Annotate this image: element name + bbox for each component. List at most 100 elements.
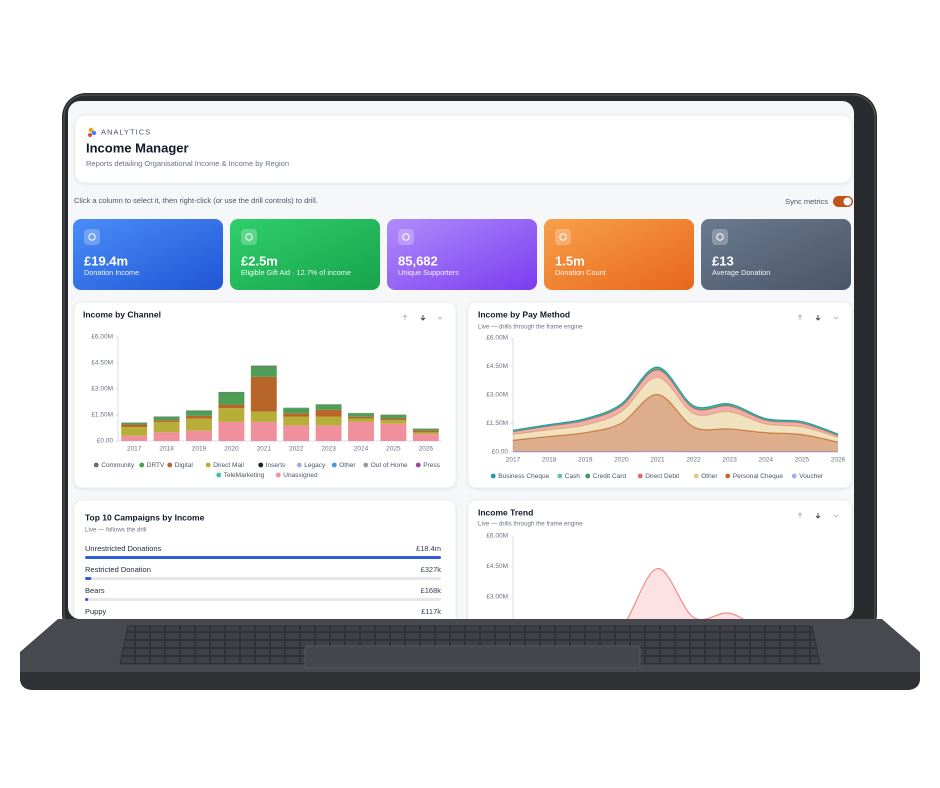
kpi-card: [73, 219, 223, 290]
y-tick-label: £3.00M: [91, 386, 113, 393]
chart-card: Income by Channel £0.00 £1.50M £3.00M £4.50M…: [73, 301, 457, 489]
bar-segment: [186, 418, 212, 431]
bar-segment: [380, 420, 407, 424]
legend-swatch: [167, 462, 173, 468]
legend-swatch: [275, 472, 281, 478]
bar-segment: [380, 418, 407, 421]
brand-icon: [88, 127, 97, 137]
legend-label: Voucher: [799, 473, 824, 480]
page-subtitle: Reports detailing Organisational Income …: [86, 159, 289, 168]
y-tick-label: £3.00M: [486, 392, 508, 399]
bar-segment: [412, 434, 439, 441]
kpi-label: Average Donation: [712, 268, 770, 277]
kpi-card: [387, 219, 537, 290]
bar-segment: [250, 376, 277, 412]
x-tick-label: 2018: [542, 457, 557, 464]
chart-card: Top 10 Campaigns by Income Live — follows…: [73, 499, 457, 619]
bar-segment: [283, 413, 310, 417]
bar-track: [85, 577, 441, 580]
bar: [85, 556, 441, 559]
bar-segment: [218, 421, 245, 441]
kpi-icon: [398, 229, 414, 245]
bar: [85, 598, 89, 601]
legend-swatch: [557, 473, 563, 479]
legend-label: Direct Debit: [645, 473, 679, 480]
chart-subtitle: Live — follows the drill: [85, 527, 147, 534]
kpi-icon-glyph: [245, 233, 253, 241]
keyboard-deck: [20, 619, 920, 690]
kpi-card: [230, 219, 380, 290]
area-line: [512, 567, 839, 619]
bar-segment: [121, 435, 148, 441]
legend-swatch: [693, 473, 699, 479]
drill-down-icon[interactable]: [420, 315, 426, 321]
x-tick-label: 2025: [795, 457, 810, 464]
x-tick-label: 2017: [506, 457, 521, 464]
kpi-card: [544, 219, 694, 290]
x-tick-label: 2017: [127, 446, 142, 453]
bar-segment: [348, 418, 374, 422]
bar-segment: [186, 430, 212, 441]
kpi-card: [701, 219, 851, 290]
y-tick-label: £4.50M: [486, 563, 508, 570]
bar-segment: [283, 416, 310, 426]
row-label: Unrestricted Donations: [85, 544, 162, 553]
x-tick-label: 2026: [419, 446, 434, 453]
bar-segment: [218, 404, 245, 409]
row-label: Puppy: [85, 607, 107, 616]
bar-segment: [186, 410, 212, 416]
bar-segment: [218, 391, 245, 393]
bar-segment: [380, 415, 407, 419]
kpi-icon-glyph: [559, 233, 567, 241]
legend-label: Personal Cheque: [733, 473, 784, 480]
x-tick-label: 2023: [321, 446, 336, 453]
legend-swatch: [725, 473, 731, 479]
legend-label: Business Cheque: [498, 473, 549, 480]
legend-label: Digital: [175, 462, 194, 469]
legend-label: Direct Mail: [213, 462, 244, 469]
y-tick-label: £4.50M: [91, 360, 113, 367]
hint: Click a column to select it, then right-…: [74, 196, 318, 205]
x-tick-label: 2019: [192, 446, 207, 453]
bar-segment: [121, 424, 148, 428]
eyebrow: ANALYTICS: [101, 127, 151, 136]
chart-title: Income by Pay Method: [478, 309, 570, 319]
bar-segment: [380, 423, 407, 441]
kpi-value: £13: [712, 253, 734, 268]
legend-label: Press: [423, 462, 440, 469]
x-tick-label: 2021: [257, 446, 272, 453]
row-label: Restricted Donation: [85, 565, 151, 574]
legend-label: Credit Card: [593, 473, 627, 480]
x-tick-label: 2022: [289, 446, 304, 453]
bar-segment: [153, 432, 180, 441]
bar-segment: [412, 430, 439, 433]
bar-segment: [283, 425, 310, 441]
bar-segment: [412, 432, 439, 435]
row-label: Bears: [85, 586, 105, 595]
chart-subtitle: Live — drills through the frame engine: [478, 521, 583, 528]
bar-segment: [412, 428, 439, 431]
legend-label: Other: [701, 473, 718, 480]
legend-swatch: [637, 473, 643, 479]
row-value: £327k: [421, 565, 442, 574]
bar-segment: [250, 366, 277, 377]
legend-label: Inserts: [266, 462, 286, 469]
kpi-value: £2.5m: [241, 253, 278, 268]
y-tick-label: £1.50M: [486, 420, 508, 427]
kpi-label: Unique Supporters: [398, 268, 459, 277]
chart-title: Top 10 Campaigns by Income: [85, 512, 205, 522]
legend-swatch: [331, 462, 337, 468]
bar-segment: [186, 415, 212, 419]
chart-card: Income by Pay Method Live — drills throug…: [467, 301, 853, 489]
kpi-value: £19.4m: [84, 253, 128, 268]
legend-swatch: [139, 462, 145, 468]
x-tick-label: 2018: [159, 446, 174, 453]
bar-segment: [218, 408, 245, 422]
y-tick-label: £0.00: [97, 438, 114, 445]
bar-segment: [250, 411, 277, 422]
sync-toggle-knob[interactable]: [843, 197, 852, 206]
area: [513, 369, 838, 438]
bar-segment: [153, 421, 180, 433]
bar-segment: [153, 416, 180, 421]
